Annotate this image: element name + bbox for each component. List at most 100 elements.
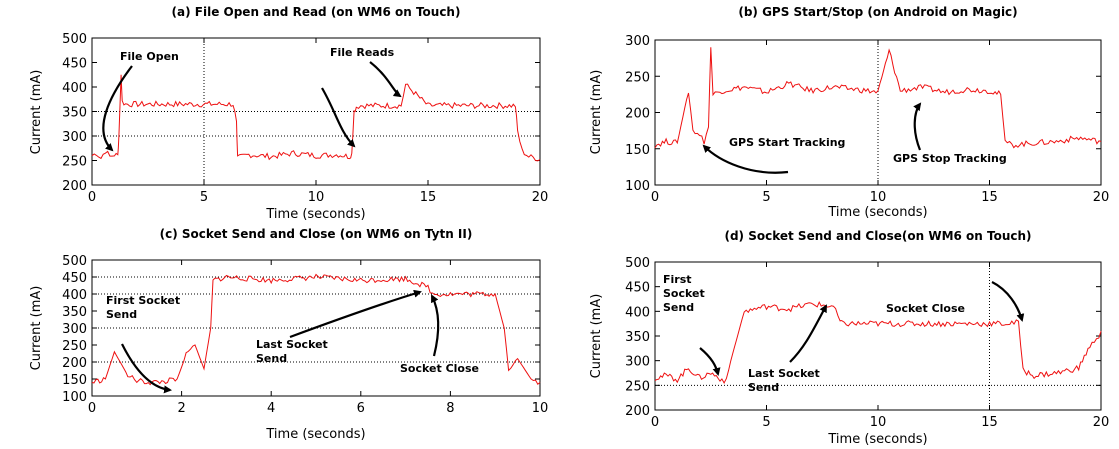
annotation-arrow bbox=[702, 144, 789, 174]
annotation-line: Last Socket bbox=[256, 338, 328, 351]
chart-panel-2: (c) Socket Send and Close (on WM6 on Tyt… bbox=[29, 227, 548, 442]
y-tick-label: 300 bbox=[62, 322, 87, 337]
y-tick-label: 500 bbox=[62, 32, 87, 47]
y-tick-label: 300 bbox=[62, 130, 87, 145]
x-tick-label: 8 bbox=[446, 401, 454, 416]
y-tick-label: 500 bbox=[62, 254, 87, 269]
y-tick-label: 400 bbox=[625, 305, 650, 320]
annotation-arrow bbox=[913, 102, 922, 151]
x-tick-label: 15 bbox=[981, 415, 998, 430]
annotation-label: Socket Close bbox=[400, 362, 479, 375]
y-tick-label: 300 bbox=[625, 355, 650, 370]
annotation-arrow bbox=[431, 294, 440, 357]
annotation-label: GPS Start Tracking bbox=[729, 136, 845, 149]
series-line-0 bbox=[91, 74, 541, 162]
y-tick-label: 350 bbox=[62, 106, 87, 121]
annotation-label: File Open bbox=[120, 50, 179, 63]
x-axis-label: Time (seconds) bbox=[265, 427, 365, 442]
chart-panel-3: (d) Socket Send and Close(on WM6 on Touc… bbox=[589, 229, 1109, 447]
y-tick-label: 400 bbox=[62, 81, 87, 96]
x-axis-label: Time (seconds) bbox=[827, 205, 927, 220]
annotation-line: First Socket bbox=[106, 294, 180, 307]
y-tick-label: 300 bbox=[625, 34, 650, 49]
y-axis-label: Current (mA) bbox=[589, 70, 604, 155]
annotation-line: Last Socket bbox=[748, 367, 820, 380]
x-tick-label: 15 bbox=[981, 190, 998, 205]
x-tick-label: 0 bbox=[88, 190, 96, 205]
chart-title: (c) Socket Send and Close (on WM6 on Tyt… bbox=[160, 227, 473, 241]
y-tick-label: 450 bbox=[625, 281, 650, 296]
x-tick-label: 5 bbox=[200, 190, 208, 205]
y-tick-label: 250 bbox=[62, 339, 87, 354]
series-line-0 bbox=[654, 47, 1102, 149]
annotation-label: First Socket Send bbox=[663, 273, 705, 314]
annotation-line: Socket Close bbox=[400, 362, 479, 375]
x-axis-label: Time (seconds) bbox=[265, 207, 365, 222]
x-tick-label: 0 bbox=[651, 415, 659, 430]
y-tick-label: 100 bbox=[62, 390, 87, 405]
x-tick-label: 10 bbox=[870, 415, 887, 430]
y-tick-label: 450 bbox=[62, 57, 87, 72]
x-tick-label: 6 bbox=[357, 401, 365, 416]
annotation-label: First Socket Send bbox=[106, 294, 180, 321]
y-tick-label: 350 bbox=[625, 330, 650, 345]
x-tick-label: 2 bbox=[177, 401, 185, 416]
x-tick-label: 20 bbox=[532, 190, 549, 205]
annotation-arrow bbox=[102, 65, 133, 152]
y-tick-label: 250 bbox=[625, 70, 650, 85]
annotation-line: First bbox=[663, 273, 692, 286]
y-tick-label: 250 bbox=[62, 155, 87, 170]
annotation-line: File Open bbox=[120, 50, 179, 63]
chart-title: (a) File Open and Read (on WM6 on Touch) bbox=[172, 5, 461, 19]
series-line-0 bbox=[91, 273, 541, 386]
annotation-line: Send bbox=[748, 381, 779, 394]
annotation-arrow bbox=[991, 281, 1025, 322]
annotation-label: Last Socket Send bbox=[256, 338, 328, 365]
y-tick-label: 500 bbox=[625, 256, 650, 271]
y-tick-label: 400 bbox=[62, 288, 87, 303]
x-tick-label: 10 bbox=[870, 190, 887, 205]
annotation-label: GPS Stop Tracking bbox=[893, 152, 1007, 165]
annotation-line: Send bbox=[663, 301, 694, 314]
chart-panel-1: (b) GPS Start/Stop (on Android on Magic)… bbox=[589, 5, 1109, 220]
annotation-arrow bbox=[321, 87, 356, 148]
annotation-arrow bbox=[699, 347, 721, 376]
annotation-label: File Reads bbox=[330, 46, 395, 59]
annotation-line: GPS Stop Tracking bbox=[893, 152, 1007, 165]
x-tick-label: 20 bbox=[1093, 190, 1110, 205]
annotation-line: Socket Close bbox=[886, 302, 965, 315]
annotation-line: GPS Start Tracking bbox=[729, 136, 845, 149]
y-axis-label: Current (mA) bbox=[29, 70, 44, 155]
y-tick-label: 200 bbox=[625, 107, 650, 122]
x-axis-label: Time (seconds) bbox=[827, 432, 927, 447]
y-axis-label: Current (mA) bbox=[29, 286, 44, 371]
x-tick-label: 0 bbox=[651, 190, 659, 205]
series-line-0 bbox=[654, 301, 1102, 384]
y-tick-label: 200 bbox=[62, 356, 87, 371]
annotation-line: File Reads bbox=[330, 46, 395, 59]
x-tick-label: 15 bbox=[420, 190, 437, 205]
annotation-arrow bbox=[789, 304, 827, 363]
annotation-line: Socket bbox=[663, 287, 705, 300]
y-tick-label: 250 bbox=[625, 379, 650, 394]
chart-title: (d) Socket Send and Close(on WM6 on Touc… bbox=[724, 229, 1031, 243]
x-tick-label: 0 bbox=[88, 401, 96, 416]
y-axis-label: Current (mA) bbox=[589, 294, 604, 379]
chart-title: (b) GPS Start/Stop (on Android on Magic) bbox=[738, 5, 1017, 19]
chart-panel-0: (a) File Open and Read (on WM6 on Touch)… bbox=[29, 5, 548, 222]
y-tick-label: 350 bbox=[62, 305, 87, 320]
annotation-arrow bbox=[289, 289, 422, 339]
y-tick-label: 150 bbox=[625, 143, 650, 158]
annotation-arrow bbox=[121, 343, 172, 394]
annotation-arrow bbox=[369, 61, 402, 98]
x-tick-label: 10 bbox=[532, 401, 549, 416]
y-tick-label: 200 bbox=[625, 404, 650, 419]
annotation-line: Send bbox=[106, 308, 137, 321]
x-tick-label: 20 bbox=[1093, 415, 1110, 430]
x-tick-label: 5 bbox=[762, 190, 770, 205]
annotation-line: Send bbox=[256, 352, 287, 365]
x-tick-label: 4 bbox=[267, 401, 275, 416]
annotation-label: Last Socket Send bbox=[748, 367, 820, 394]
annotation-label: Socket Close bbox=[886, 302, 965, 315]
